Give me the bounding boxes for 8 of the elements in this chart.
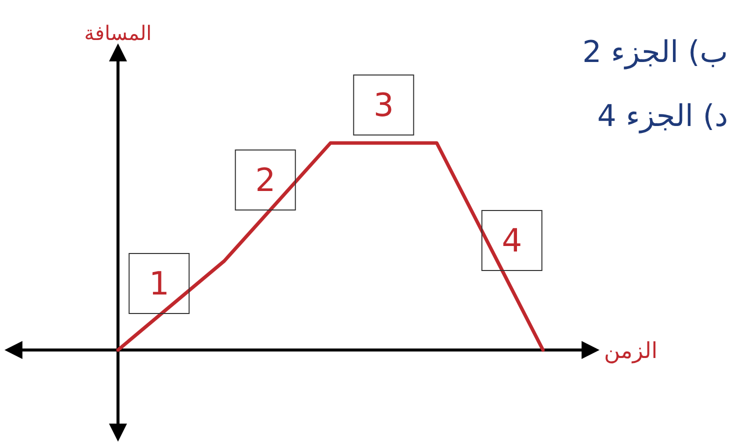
text: د) الجزء 4 [597, 99, 728, 134]
annotation: 2 [255, 160, 276, 199]
annotation: 4 [502, 222, 522, 260]
y-axis-title: المسافة [84, 21, 152, 45]
text: ب) الجزء 2 [582, 35, 728, 70]
x-axis-title: الزمن [604, 339, 658, 364]
text: 3 [373, 86, 394, 124]
annotation: 1 [148, 264, 170, 302]
